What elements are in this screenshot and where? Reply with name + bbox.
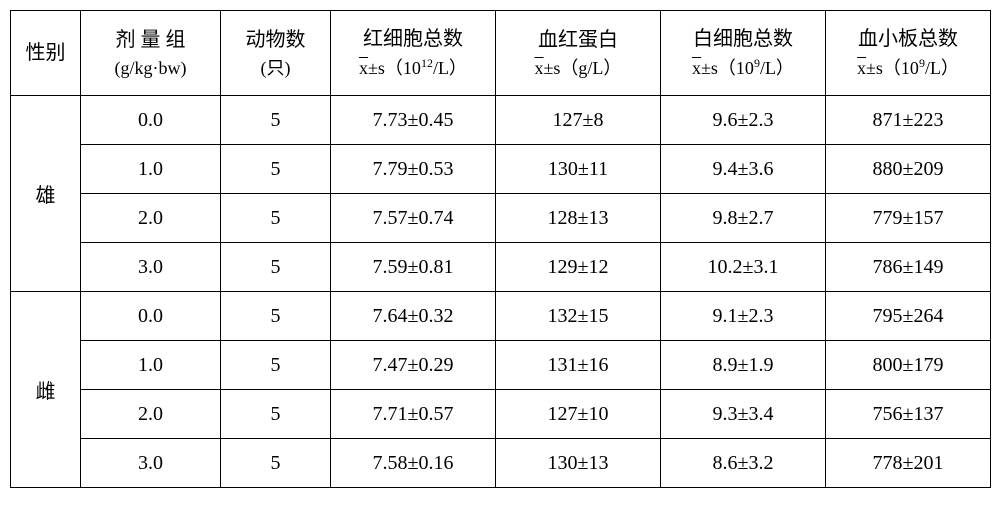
cell-wbc: 8.6±3.2 (661, 439, 826, 488)
cell-n: 5 (221, 292, 331, 341)
th-n: 动物数 (只) (221, 11, 331, 96)
cell-hb: 132±15 (496, 292, 661, 341)
table-row: 雄0.057.73±0.45127±89.6±2.3871±223 (11, 96, 991, 145)
cell-n: 5 (221, 390, 331, 439)
th-sex: 性别 (11, 11, 81, 96)
th-dose: 剂 量 组 (g/kg·bw) (81, 11, 221, 96)
th-plt-sub: x±s（109/L） (832, 54, 984, 82)
header-row: 性别 剂 量 组 (g/kg·bw) 动物数 (只) 红细胞总数 x±s（101… (11, 11, 991, 96)
cell-dose: 0.0 (81, 96, 221, 145)
cell-rbc: 7.58±0.16 (331, 439, 496, 488)
th-wbc-top: 白细胞总数 (667, 24, 819, 54)
th-rbc-top: 红细胞总数 (337, 24, 489, 54)
cell-plt: 871±223 (826, 96, 991, 145)
cell-rbc: 7.64±0.32 (331, 292, 496, 341)
cell-rbc: 7.79±0.53 (331, 145, 496, 194)
cell-rbc: 7.57±0.74 (331, 194, 496, 243)
th-wbc: 白细胞总数 x±s（109/L） (661, 11, 826, 96)
th-plt: 血小板总数 x±s（109/L） (826, 11, 991, 96)
th-wbc-sub: x±s（109/L） (667, 54, 819, 82)
cell-plt: 880±209 (826, 145, 991, 194)
cell-hb: 130±11 (496, 145, 661, 194)
table-body: 雄0.057.73±0.45127±89.6±2.3871±2231.057.7… (11, 96, 991, 488)
cell-sex: 雌 (11, 292, 81, 488)
cell-wbc: 8.9±1.9 (661, 341, 826, 390)
cell-dose: 1.0 (81, 145, 221, 194)
table-row: 1.057.79±0.53130±119.4±3.6880±209 (11, 145, 991, 194)
cell-dose: 1.0 (81, 341, 221, 390)
th-hb: 血红蛋白 x±s（g/L） (496, 11, 661, 96)
table-row: 1.057.47±0.29131±168.9±1.9800±179 (11, 341, 991, 390)
th-rbc: 红细胞总数 x±s（1012/L） (331, 11, 496, 96)
cell-plt: 778±201 (826, 439, 991, 488)
th-dose-top: 剂 量 组 (87, 25, 214, 55)
th-hb-top: 血红蛋白 (502, 25, 654, 55)
cell-plt: 795±264 (826, 292, 991, 341)
cell-wbc: 9.6±2.3 (661, 96, 826, 145)
cell-n: 5 (221, 96, 331, 145)
cell-rbc: 7.73±0.45 (331, 96, 496, 145)
cell-n: 5 (221, 194, 331, 243)
table-row: 2.057.71±0.57127±109.3±3.4756±137 (11, 390, 991, 439)
th-plt-top: 血小板总数 (832, 24, 984, 54)
th-dose-sub: (g/kg·bw) (87, 55, 214, 82)
cell-hb: 128±13 (496, 194, 661, 243)
th-hb-sub: x±s（g/L） (502, 55, 654, 82)
table-row: 2.057.57±0.74128±139.8±2.7779±157 (11, 194, 991, 243)
th-n-top: 动物数 (227, 25, 324, 55)
cell-wbc: 9.8±2.7 (661, 194, 826, 243)
cell-rbc: 7.59±0.81 (331, 243, 496, 292)
cell-plt: 779±157 (826, 194, 991, 243)
cell-dose: 3.0 (81, 439, 221, 488)
cell-plt: 756±137 (826, 390, 991, 439)
cell-dose: 2.0 (81, 390, 221, 439)
cell-rbc: 7.47±0.29 (331, 341, 496, 390)
cell-sex: 雄 (11, 96, 81, 292)
cell-n: 5 (221, 243, 331, 292)
hematology-table: 性别 剂 量 组 (g/kg·bw) 动物数 (只) 红细胞总数 x±s（101… (10, 10, 991, 488)
cell-n: 5 (221, 439, 331, 488)
table-row: 3.057.58±0.16130±138.6±3.2778±201 (11, 439, 991, 488)
cell-dose: 0.0 (81, 292, 221, 341)
cell-wbc: 9.3±3.4 (661, 390, 826, 439)
cell-dose: 3.0 (81, 243, 221, 292)
cell-n: 5 (221, 341, 331, 390)
cell-hb: 131±16 (496, 341, 661, 390)
cell-plt: 786±149 (826, 243, 991, 292)
table-row: 3.057.59±0.81129±1210.2±3.1786±149 (11, 243, 991, 292)
th-rbc-sub: x±s（1012/L） (337, 54, 489, 82)
table-row: 雌0.057.64±0.32132±159.1±2.3795±264 (11, 292, 991, 341)
cell-wbc: 10.2±3.1 (661, 243, 826, 292)
cell-hb: 130±13 (496, 439, 661, 488)
cell-hb: 129±12 (496, 243, 661, 292)
th-n-sub: (只) (227, 55, 324, 82)
cell-hb: 127±10 (496, 390, 661, 439)
cell-plt: 800±179 (826, 341, 991, 390)
cell-n: 5 (221, 145, 331, 194)
cell-rbc: 7.71±0.57 (331, 390, 496, 439)
cell-hb: 127±8 (496, 96, 661, 145)
cell-dose: 2.0 (81, 194, 221, 243)
cell-wbc: 9.1±2.3 (661, 292, 826, 341)
cell-wbc: 9.4±3.6 (661, 145, 826, 194)
